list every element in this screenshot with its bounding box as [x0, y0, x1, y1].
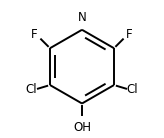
Text: F: F	[126, 28, 133, 41]
Text: N: N	[78, 11, 86, 24]
Text: F: F	[31, 28, 38, 41]
Text: OH: OH	[73, 121, 91, 134]
Text: Cl: Cl	[127, 83, 138, 96]
Text: Cl: Cl	[26, 83, 37, 96]
